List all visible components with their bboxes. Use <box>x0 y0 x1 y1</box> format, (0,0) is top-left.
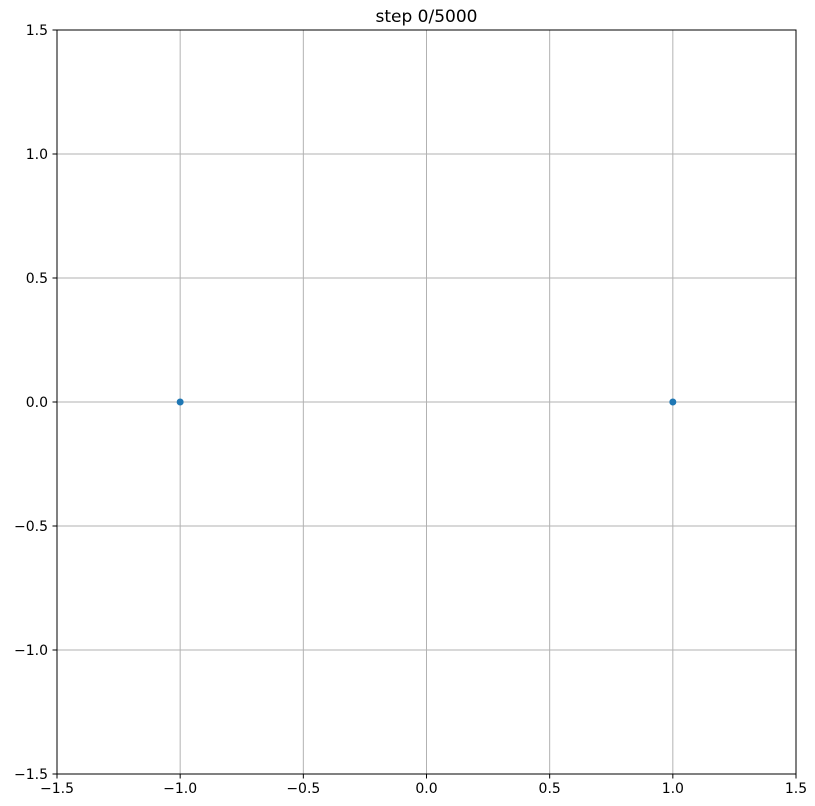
y-tick-label: −0.5 <box>14 519 48 535</box>
y-tick-label: 1.0 <box>26 147 48 163</box>
x-tick-label: 1.5 <box>785 781 807 797</box>
x-tick-label: 0.0 <box>415 781 437 797</box>
x-tick-label: 1.0 <box>662 781 684 797</box>
y-tick-label: −1.5 <box>14 767 48 783</box>
y-tick-label: −1.0 <box>14 643 48 659</box>
y-tick-label: 1.5 <box>26 23 48 39</box>
x-tick-label: −1.5 <box>40 781 74 797</box>
y-tick-label: 0.0 <box>26 395 48 411</box>
data-point <box>669 398 677 406</box>
x-tick-label: −1.0 <box>163 781 197 797</box>
x-tick-label: −0.5 <box>286 781 320 797</box>
x-tick-label: 0.5 <box>539 781 561 797</box>
data-point <box>176 398 184 406</box>
y-tick-label: 0.5 <box>26 271 48 287</box>
chart-title: step 0/5000 <box>375 7 478 27</box>
